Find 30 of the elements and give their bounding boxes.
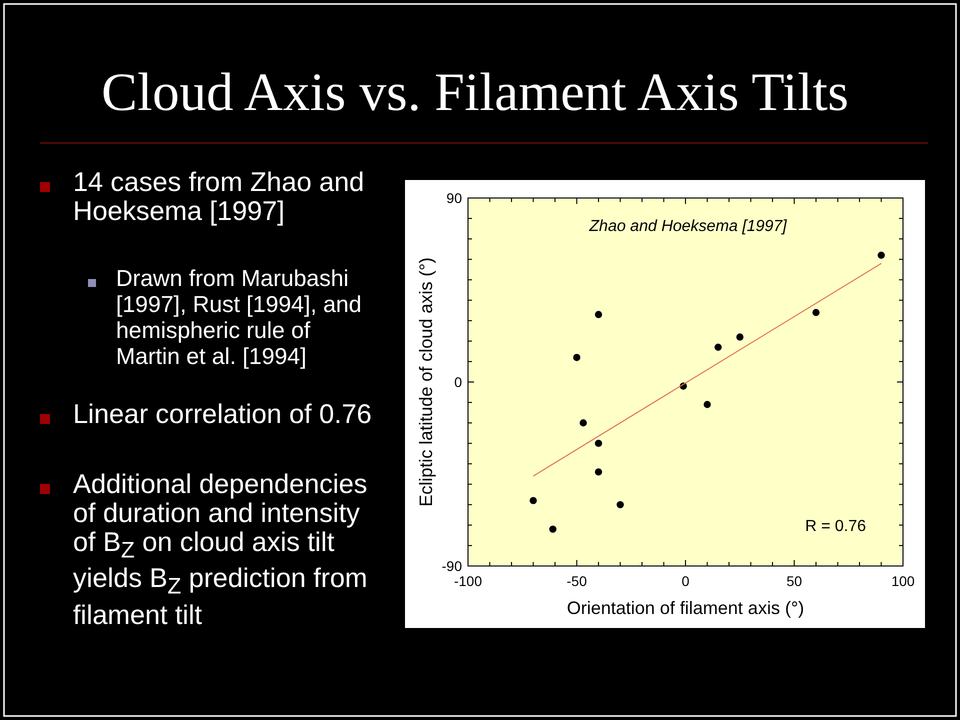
point <box>530 496 537 504</box>
annotation: R = 0.76 <box>805 518 866 535</box>
y-tick-label: 0 <box>454 374 462 390</box>
point <box>704 400 711 408</box>
point <box>573 354 580 362</box>
x-tick-label: 0 <box>682 573 690 589</box>
text: 14 cases from Zhao and Hoeksema [1997] <box>73 167 366 226</box>
x-tick-label: -100 <box>454 573 482 589</box>
y-axis-title: Ecliptic latitude of cloud axis (°) <box>416 257 436 507</box>
point <box>594 310 602 318</box>
point <box>594 440 602 447</box>
point <box>714 344 722 351</box>
y-tick-label: -90 <box>442 558 462 574</box>
y-tick-label: 90 <box>446 190 462 206</box>
point <box>812 308 820 316</box>
annotation: Zhao and Hoeksema [1997] <box>588 218 788 235</box>
x-tick-label: -50 <box>566 573 588 589</box>
chart-title: Cloud Axis vs. Filament Axis Tilts <box>101 62 849 122</box>
text: Drawn from Marubashi [1997], Rust [1994], and hemispheric rule of Martin et al. [1994] <box>116 265 363 369</box>
point <box>594 468 602 476</box>
text: Linear correlation of 0.76 <box>73 399 373 429</box>
x-tick-label: 100 <box>891 573 915 589</box>
point <box>616 501 624 508</box>
x-tick-label: 50 <box>786 573 802 589</box>
point <box>878 252 885 259</box>
x-axis-title: Orientation of filament axis (°) <box>566 598 804 618</box>
point <box>736 333 744 341</box>
text: Additional dependencies of duration and intensity of B$_{Z}$ on cloud axis tilt yields B$_{Z}$ prediction from filament tilt <box>73 469 368 630</box>
point <box>549 526 556 533</box>
point <box>580 419 587 426</box>
